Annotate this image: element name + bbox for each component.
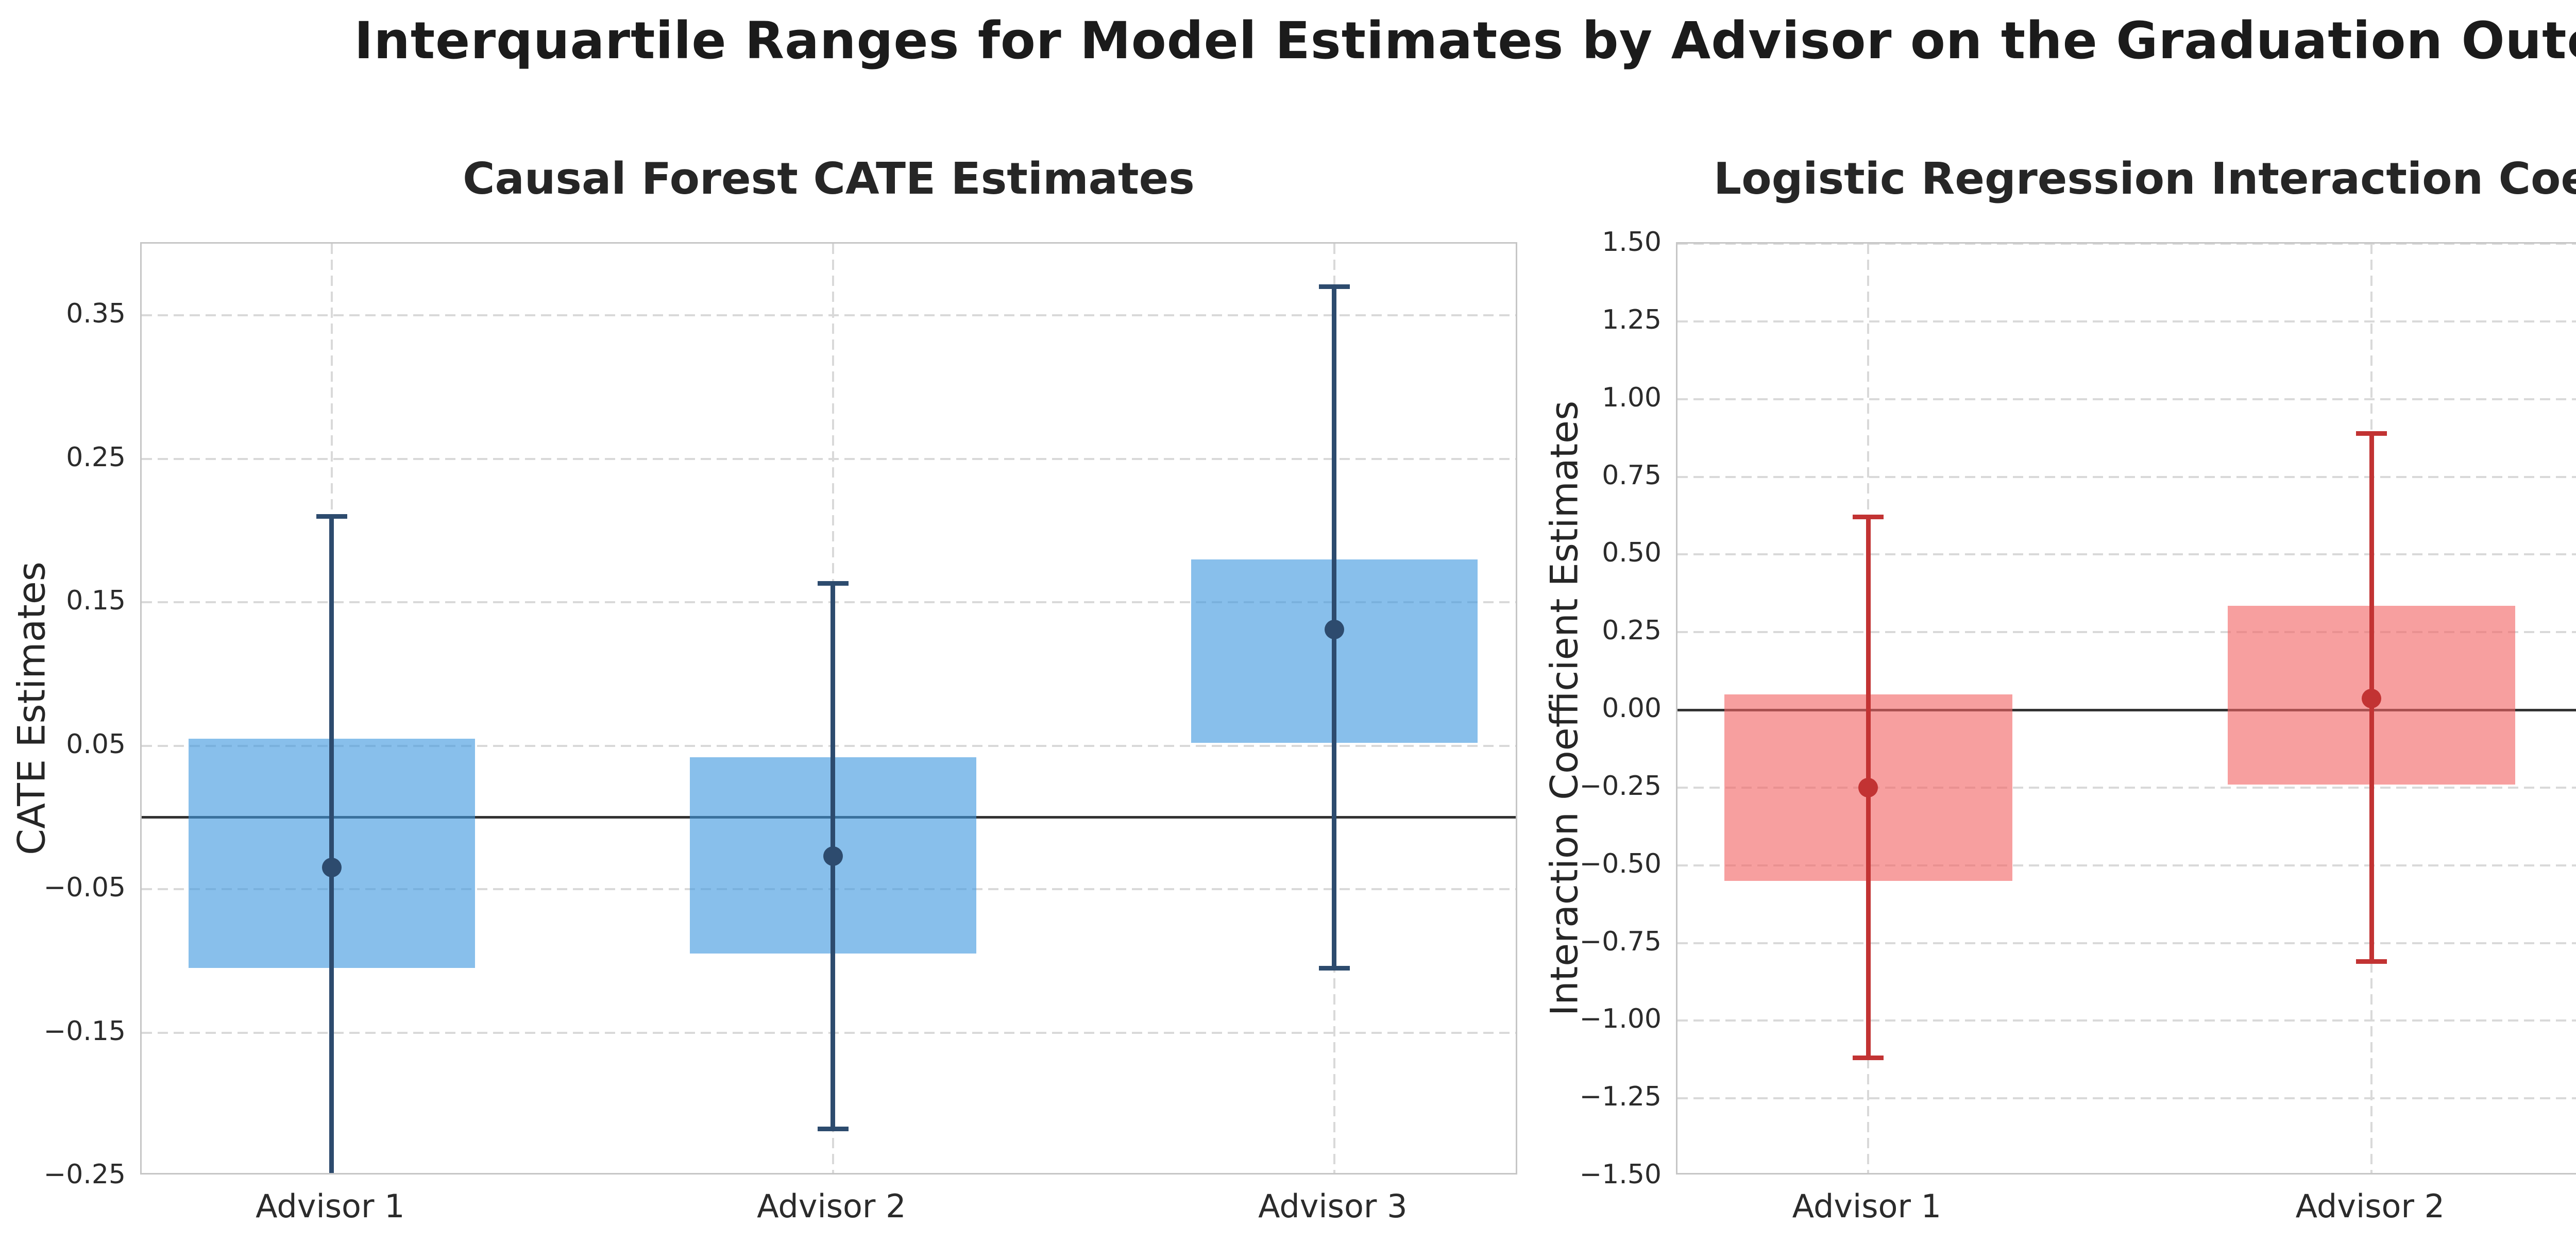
subplot-title: Logistic Regression Interaction Coeffici… bbox=[1714, 154, 2576, 205]
y-tick-label: 1.50 bbox=[1602, 227, 1662, 258]
h-gridline bbox=[1677, 1019, 2576, 1022]
plot-area bbox=[140, 242, 1517, 1175]
y-tick-label: −1.50 bbox=[1579, 1159, 1662, 1190]
whisker-cap-bottom bbox=[1853, 1056, 1884, 1061]
plot-area bbox=[1676, 242, 2576, 1175]
y-tick-label: 0.05 bbox=[66, 728, 126, 760]
whisker-cap-bottom bbox=[817, 1126, 849, 1131]
median-dot bbox=[1324, 620, 1344, 640]
h-gridline bbox=[142, 314, 1516, 317]
y-tick-label: 0.15 bbox=[66, 585, 126, 617]
y-tick-label: −1.00 bbox=[1579, 1003, 1662, 1035]
y-tick-label: 0.50 bbox=[1602, 537, 1662, 569]
median-dot bbox=[321, 858, 342, 878]
whisker-cap-top bbox=[817, 581, 849, 586]
whisker-cap-top bbox=[1318, 284, 1350, 290]
h-gridline bbox=[1677, 244, 2576, 245]
whisker-cap-top bbox=[316, 514, 347, 519]
h-gridline bbox=[1677, 1097, 2576, 1100]
subplot-logistic-regression: Logistic Regression Interaction Coeffici… bbox=[1543, 154, 2576, 1225]
y-tick-label: −0.75 bbox=[1579, 926, 1662, 957]
y-tick-label: −0.15 bbox=[43, 1015, 126, 1047]
y-tick-label: −0.25 bbox=[43, 1159, 126, 1190]
y-tick-label: 0.25 bbox=[1602, 615, 1662, 646]
h-gridline bbox=[1677, 320, 2576, 322]
subplot-title: Causal Forest CATE Estimates bbox=[463, 154, 1195, 205]
median-dot bbox=[823, 846, 843, 866]
h-gridline bbox=[142, 1031, 1516, 1034]
x-tick-label: Advisor 1 bbox=[1792, 1187, 1942, 1225]
h-gridline bbox=[142, 457, 1516, 460]
h-gridline bbox=[1677, 864, 2576, 866]
figure-title: Interquartile Ranges for Model Estimates… bbox=[354, 11, 2576, 71]
h-gridline bbox=[1677, 942, 2576, 944]
y-tick-label: −1.25 bbox=[1579, 1081, 1662, 1113]
h-gridline bbox=[142, 601, 1516, 604]
x-tick-label: Advisor 2 bbox=[757, 1187, 906, 1225]
h-gridline bbox=[1677, 553, 2576, 556]
h-gridline bbox=[1677, 631, 2576, 634]
whisker-line bbox=[329, 516, 334, 1173]
h-gridline bbox=[1677, 398, 2576, 400]
whisker-cap-top bbox=[1853, 515, 1884, 520]
y-tick-label: 0.00 bbox=[1602, 693, 1662, 724]
subplot-causal-forest: Causal Forest CATE Estimates CATE Estima… bbox=[10, 154, 1517, 1225]
y-tick-label: 0.75 bbox=[1602, 460, 1662, 491]
zero-line bbox=[1677, 708, 2576, 711]
y-tick-label: 1.00 bbox=[1602, 382, 1662, 413]
h-gridline bbox=[1677, 475, 2576, 478]
median-dot bbox=[2362, 689, 2382, 709]
x-tick-label: Advisor 2 bbox=[2295, 1187, 2445, 1225]
whisker-cap-bottom bbox=[1318, 965, 1350, 971]
y-tick-label: −0.05 bbox=[43, 872, 126, 904]
whisker-cap-bottom bbox=[2356, 959, 2387, 964]
x-tick-label: Advisor 1 bbox=[256, 1187, 405, 1225]
whisker-cap-top bbox=[2356, 431, 2387, 436]
y-tick-label: 0.35 bbox=[66, 298, 126, 330]
y-tick-label: −0.25 bbox=[1579, 770, 1662, 802]
y-tick-label: 1.25 bbox=[1602, 304, 1662, 335]
y-tick-label: 0.25 bbox=[66, 441, 126, 473]
median-dot bbox=[1858, 777, 1878, 797]
h-gridline bbox=[142, 744, 1516, 747]
x-tick-label: Advisor 3 bbox=[1258, 1187, 1408, 1225]
y-tick-label: −0.50 bbox=[1579, 848, 1662, 879]
h-gridline bbox=[1677, 786, 2576, 789]
